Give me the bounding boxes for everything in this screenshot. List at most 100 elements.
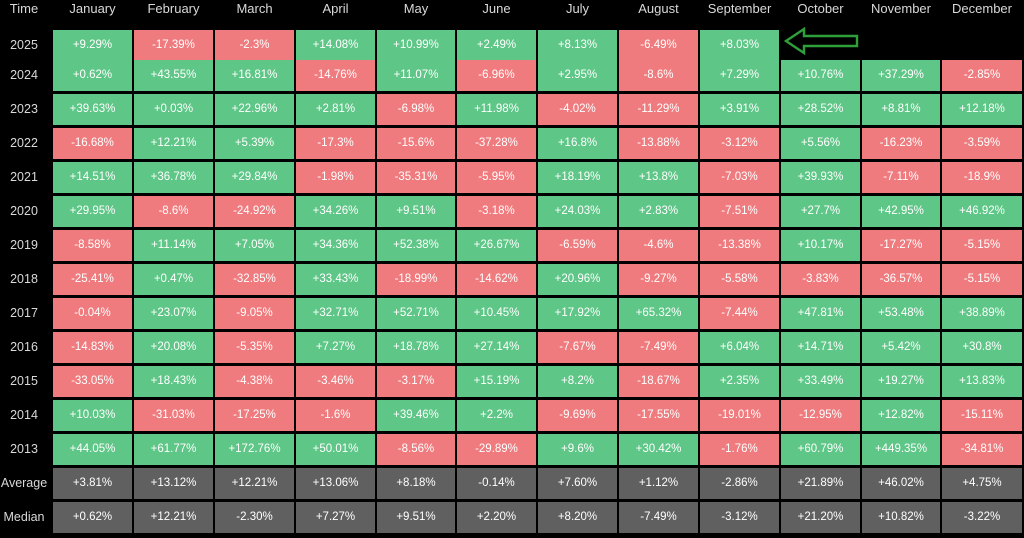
year-row-label: 2016	[10, 340, 38, 354]
return-cell: -16.68%	[53, 128, 132, 159]
month-header: October	[797, 1, 844, 16]
return-cell: -1.98%	[296, 162, 375, 193]
return-cell: +5.42%	[862, 332, 940, 363]
summary-cell: +7.60%	[538, 468, 617, 499]
return-cell: +10.99%	[377, 30, 455, 61]
month-header: June	[482, 1, 511, 16]
summary-cell: -3.22%	[942, 502, 1022, 533]
year-row-label: 2021	[10, 170, 38, 184]
return-cell: +10.17%	[781, 230, 860, 261]
return-cell: -13.88%	[619, 128, 698, 159]
summary-cell: +13.12%	[134, 468, 213, 499]
month-header: November	[871, 1, 931, 16]
summary-cell: +8.20%	[538, 502, 617, 533]
month-header: February	[147, 1, 200, 16]
return-cell: +8.81%	[862, 94, 940, 125]
return-cell: -14.62%	[457, 264, 536, 295]
return-cell: -15.6%	[377, 128, 455, 159]
return-cell: +27.14%	[457, 332, 536, 363]
return-cell: +34.26%	[296, 196, 375, 227]
return-cell: +38.89%	[942, 298, 1022, 329]
summary-cell: +0.62%	[53, 502, 132, 533]
return-cell: +39.46%	[377, 400, 455, 431]
return-cell: -4.6%	[619, 230, 698, 261]
return-cell: -7.44%	[700, 298, 779, 329]
return-cell: +0.47%	[134, 264, 213, 295]
return-cell: -8.58%	[53, 230, 132, 261]
return-cell: -4.38%	[215, 366, 294, 397]
month-header: December	[952, 1, 1012, 16]
return-cell: -18.67%	[619, 366, 698, 397]
return-cell: +24.03%	[538, 196, 617, 227]
summary-cell: -0.14%	[457, 468, 536, 499]
return-cell: +11.07%	[377, 60, 455, 91]
return-cell: +2.83%	[619, 196, 698, 227]
year-row-label: 2013	[10, 442, 38, 456]
year-row-label: 2022	[10, 136, 38, 150]
return-cell: +61.77%	[134, 434, 213, 465]
left-arrow-outline-icon	[784, 26, 859, 56]
summary-cell: +7.27%	[296, 502, 375, 533]
return-cell: +10.76%	[781, 60, 860, 91]
summary-cell: +3.81%	[53, 468, 132, 499]
return-cell: -17.25%	[215, 400, 294, 431]
return-cell: -7.03%	[700, 162, 779, 193]
return-cell: -5.58%	[700, 264, 779, 295]
return-cell: +23.07%	[134, 298, 213, 329]
return-cell: -32.85%	[215, 264, 294, 295]
return-cell: +33.49%	[781, 366, 860, 397]
summary-cell: -3.12%	[700, 502, 779, 533]
return-cell: -3.59%	[942, 128, 1022, 159]
return-cell: +8.03%	[700, 30, 779, 61]
return-cell: -5.15%	[942, 230, 1022, 261]
return-cell: +17.92%	[538, 298, 617, 329]
return-cell: +37.29%	[862, 60, 940, 91]
return-cell: +29.84%	[215, 162, 294, 193]
return-cell: +0.03%	[134, 94, 213, 125]
return-cell: +5.56%	[781, 128, 860, 159]
return-cell: -17.39%	[134, 30, 213, 61]
return-cell: -11.29%	[619, 94, 698, 125]
return-cell: -25.41%	[53, 264, 132, 295]
time-column-header: Time	[9, 1, 39, 16]
return-cell: +39.93%	[781, 162, 860, 193]
return-cell: +34.36%	[296, 230, 375, 261]
return-cell: -2.3%	[215, 30, 294, 61]
summary-cell: +9.51%	[377, 502, 455, 533]
return-cell: +18.43%	[134, 366, 213, 397]
return-cell: +28.52%	[781, 94, 860, 125]
return-cell: -33.05%	[53, 366, 132, 397]
return-cell: +44.05%	[53, 434, 132, 465]
return-cell: +47.81%	[781, 298, 860, 329]
return-cell: -18.9%	[942, 162, 1022, 193]
month-header: January	[69, 1, 116, 16]
year-row-label: 2015	[10, 374, 38, 388]
return-cell: +7.05%	[215, 230, 294, 261]
return-cell: +29.95%	[53, 196, 132, 227]
return-cell: -8.6%	[619, 60, 698, 91]
summary-cell: +12.21%	[134, 502, 213, 533]
return-cell: -14.76%	[296, 60, 375, 91]
return-cell: +65.32%	[619, 298, 698, 329]
return-cell: -24.92%	[215, 196, 294, 227]
return-cell: -5.95%	[457, 162, 536, 193]
return-cell: +12.18%	[942, 94, 1022, 125]
month-header: August	[638, 1, 679, 16]
return-cell: -7.67%	[538, 332, 617, 363]
return-cell: +7.27%	[296, 332, 375, 363]
return-cell: +449.35%	[862, 434, 940, 465]
return-cell: +2.35%	[700, 366, 779, 397]
return-cell: +12.21%	[134, 128, 213, 159]
return-cell: +14.71%	[781, 332, 860, 363]
year-row-label: 2023	[10, 102, 38, 116]
return-cell: -1.76%	[700, 434, 779, 465]
return-cell: -8.56%	[377, 434, 455, 465]
return-cell: +2.81%	[296, 94, 375, 125]
return-cell: +60.79%	[781, 434, 860, 465]
return-cell: -17.3%	[296, 128, 375, 159]
return-cell: +18.78%	[377, 332, 455, 363]
return-cell: +52.38%	[377, 230, 455, 261]
summary-cell: +4.75%	[942, 468, 1022, 499]
return-cell: +20.08%	[134, 332, 213, 363]
year-row-label: 2019	[10, 238, 38, 252]
